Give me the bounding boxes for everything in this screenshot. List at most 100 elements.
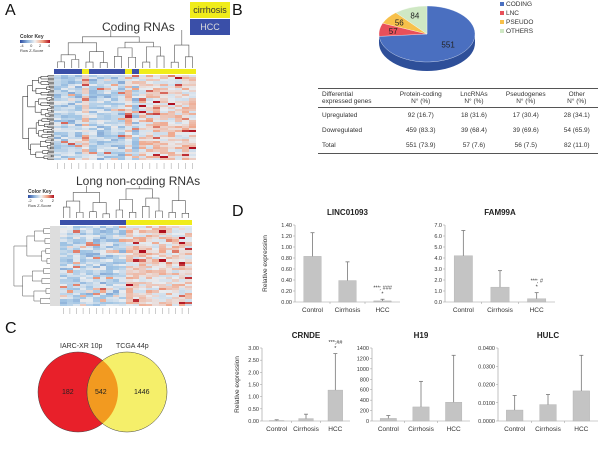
heatmap-cell [89,100,97,103]
heatmap-cell [132,77,140,80]
heatmap-cell [125,243,133,246]
heatmap-cell [185,277,192,280]
heatmap-cell [112,266,120,269]
heatmap-cell [79,234,87,238]
heatmap-cell [68,149,76,152]
heatmap-cell [165,246,173,249]
heatmap-cell [110,115,118,118]
dendrogram-branch [63,206,71,218]
color-key-tick: -2 [28,198,32,203]
heatmap-cell [188,134,196,137]
heatmap-cell [145,277,153,280]
heatmap-cell [61,123,69,126]
heatmap-cell [167,136,175,139]
heatmap-cell [99,288,107,291]
heatmap-cell [139,123,147,126]
heatmap-cell [106,292,113,295]
heatmap-cell [68,155,76,158]
heatmap-cell [112,297,120,300]
heatmap-cell [160,79,168,82]
annotation-cell-hcc [66,220,74,225]
heatmap-cell [89,96,97,99]
heatmap-cell [146,89,154,92]
heatmap-cell [79,250,87,253]
heatmap-cell [106,226,113,229]
heatmap-cell [124,151,133,154]
heatmap-cell [165,301,173,304]
heatmap-cell [146,85,154,88]
heatmap-cell [153,79,161,82]
heatmap-cell [125,232,133,235]
heatmap-cell [60,254,67,258]
heatmap-cell [165,248,173,251]
heatmap-cell [103,87,111,90]
heatmap-cell [73,294,80,298]
heatmap-cell [132,243,140,246]
heatmap-cell [60,303,67,306]
heatmap-cell [188,121,196,124]
heatmap-cell [160,123,168,126]
heatmap-cell [96,109,104,112]
heatmap-cell [188,157,196,160]
heatmap-cell [61,136,69,139]
heatmap-cell [153,117,161,120]
heatmap-cell [174,115,182,118]
heatmap-cell [178,266,186,269]
heatmap-cell [82,132,90,135]
heatmap-cell [79,263,87,266]
heatmap-cell [124,145,133,148]
heatmap-cell [185,266,192,269]
lnc-heatmap [60,226,192,306]
heatmap-cell [92,248,100,251]
heatmap-cell [75,96,83,99]
heatmap-cell [188,138,196,141]
legend-swatch [500,20,504,25]
heatmap-cell [158,281,166,284]
heatmap-cell [61,102,69,105]
heatmap-cell [75,145,83,148]
heatmap-cell [172,297,179,300]
heatmap-cell [139,119,147,122]
heatmap-cell [99,252,107,255]
annotation-cell-cirrhosis [172,220,179,225]
heatmap-cell [86,243,93,246]
heatmap-cell [132,138,140,141]
heatmap-cell [75,113,83,116]
heatmap-cell [54,126,62,129]
heatmap-cell [145,237,153,240]
heatmap-cell [153,130,161,133]
heatmap-cell [60,268,67,271]
color-key-ticks: -2 0 2 [28,198,54,203]
x-tick-label: HCC [375,307,389,314]
heatmap-cell [86,226,93,229]
heatmap-cell [61,79,69,82]
heatmap-cell [73,250,80,253]
heatmap-cell [124,115,133,118]
annotation-cell-hcc [117,69,125,74]
heatmap-cell [110,89,118,92]
heatmap-cell [89,155,97,158]
heatmap-cell [188,123,196,126]
heatmap-cell [68,83,76,86]
heatmap-cell [86,261,93,264]
heatmap-cell [145,263,153,266]
y-tick-label: 1000 [357,367,369,373]
heatmap-cell [139,234,146,238]
heatmap-cell [92,277,100,280]
heatmap-cell [158,252,166,255]
dendrogram-branch [129,212,137,218]
heatmap-cell [185,274,192,278]
heatmap-cell [145,226,153,229]
heatmap-cell [96,94,104,97]
heatmap-cell [152,292,159,295]
heatmap-cell [158,232,166,235]
heatmap-cell [174,75,182,78]
heatmap-cell [181,102,189,105]
heatmap-cell [66,230,74,233]
heatmap-cell [79,254,87,258]
heatmap-cell [181,109,189,112]
heatmap-cell [89,123,97,126]
heatmap-cell [158,230,166,233]
heatmap-cell [174,79,182,82]
dendrogram-branch [142,206,150,218]
